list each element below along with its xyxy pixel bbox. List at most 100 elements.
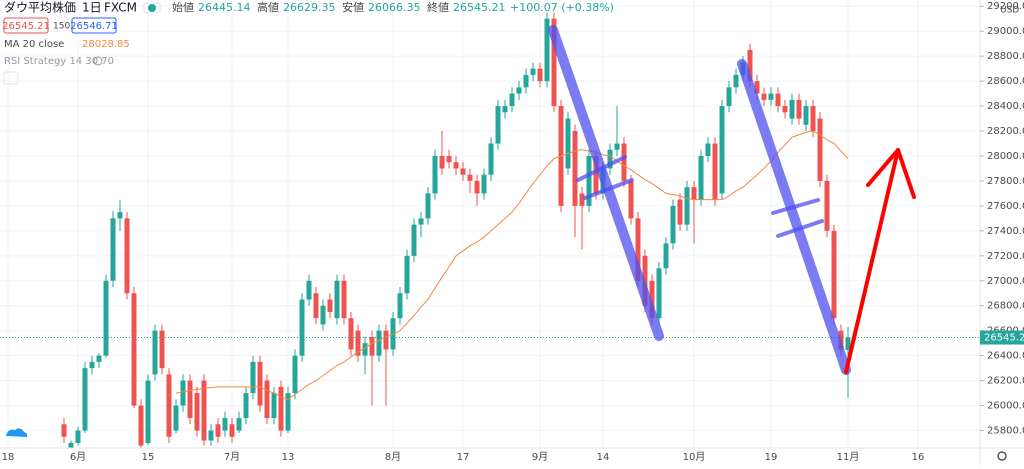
candle-body (159, 330, 165, 369)
y-tick-label: 28000.00 (987, 151, 1024, 162)
candle-body (670, 205, 676, 244)
candle-body (803, 106, 809, 125)
candle-body (145, 380, 151, 444)
candle-body (320, 305, 326, 325)
candle-body (152, 330, 158, 375)
candle-body (96, 355, 102, 362)
candle-body (439, 155, 445, 169)
candle-body (404, 255, 410, 294)
trend-line (737, 59, 851, 375)
arrow-shaft (844, 148, 900, 374)
candle-body (89, 361, 95, 369)
candle-body (530, 68, 536, 75)
channel-line (583, 178, 634, 200)
y-tick-label: 26200.00 (987, 376, 1024, 387)
settings-icon[interactable] (997, 451, 1007, 461)
candle-body (502, 106, 508, 113)
x-tick-label: 19 (765, 452, 778, 463)
candle-body (362, 343, 368, 356)
candle-body (243, 393, 249, 419)
symbol: ダウ平均株価 (4, 0, 76, 15)
arrow-head (866, 148, 916, 199)
currency: USD (1000, 6, 1019, 16)
y-tick-label: 26800.00 (987, 301, 1024, 312)
candle-body (621, 143, 627, 181)
sell-price[interactable]: 26545.21 (2, 21, 50, 32)
candle-body (628, 180, 634, 219)
x-tick-label: 14 (597, 452, 610, 463)
ma-label: MA 20 close (4, 39, 64, 50)
candle-body (313, 293, 319, 319)
last-price-tag (980, 330, 1024, 345)
candle-body (418, 218, 424, 225)
channel-line (576, 155, 627, 182)
candle-body (705, 143, 711, 156)
candle-body (635, 218, 641, 281)
candle-body (698, 155, 704, 200)
candle-body (691, 187, 697, 200)
open-value: 26445.14 (198, 1, 251, 14)
source: FXCM (104, 1, 137, 15)
candle-body (355, 330, 361, 356)
candle-body (726, 87, 732, 107)
candle-body (187, 380, 193, 419)
candle-body (236, 418, 242, 431)
x-tick-label: 11月 (837, 451, 860, 463)
candle-body (488, 143, 494, 175)
candle-body (579, 193, 585, 206)
candle-body (789, 99, 795, 119)
candle-body (481, 174, 487, 194)
channel-line (771, 198, 820, 215)
candle-body (761, 93, 767, 100)
buy-box[interactable] (71, 17, 117, 34)
candle-body (663, 243, 669, 269)
candle-body (495, 106, 501, 144)
candle-body (271, 393, 277, 419)
y-tick-label: 26000.00 (987, 401, 1024, 412)
candle-body (845, 337, 851, 351)
y-tick-label: 28600.00 (987, 76, 1024, 87)
candle-body (754, 81, 760, 94)
open-label: 始値 (172, 0, 194, 14)
candle-body (166, 374, 172, 437)
buy-price[interactable]: 26546.71 (70, 21, 118, 32)
candle-body (390, 318, 396, 350)
low-label: 安値 (342, 0, 364, 14)
candle-body (747, 49, 753, 82)
y-tick-label: 25800.00 (987, 426, 1024, 437)
candle-body (460, 168, 466, 175)
strategy: RSI Strategy 14 30 70 (4, 56, 114, 67)
candle-body (82, 368, 88, 431)
candle-body (656, 268, 662, 319)
x-tick-label: 10月 (683, 451, 706, 463)
candle-body (299, 299, 305, 356)
candle-body (775, 93, 781, 107)
x-tick-label: 18 (2, 452, 15, 463)
candle-body (383, 330, 389, 350)
candle-body (397, 293, 403, 319)
trend-line (548, 25, 664, 341)
y-tick-label: 27400.00 (987, 226, 1024, 237)
candle-body (250, 361, 256, 394)
candle-body (292, 355, 298, 394)
visibility-icon[interactable] (93, 56, 103, 66)
x-tick-label: 13 (282, 452, 295, 463)
candle-body (782, 106, 788, 113)
candle-body (285, 393, 291, 431)
candle-body (327, 299, 333, 312)
candle-body (341, 280, 347, 319)
status-dot (148, 4, 156, 12)
drawings (548, 25, 916, 375)
y-tick-label: 27800.00 (987, 176, 1024, 187)
logo-icon (6, 428, 28, 437)
candle-body (537, 68, 543, 82)
candle-body (208, 430, 214, 441)
high-value: 26629.35 (283, 1, 336, 14)
candle-body (544, 18, 550, 82)
high-label: 高値 (257, 0, 279, 14)
close-value: 26545.21 (453, 1, 506, 14)
sell-box[interactable] (3, 17, 49, 34)
low-value: 26066.35 (368, 1, 421, 14)
collapse-button[interactable] (3, 71, 19, 85)
candle-body (68, 443, 74, 448)
